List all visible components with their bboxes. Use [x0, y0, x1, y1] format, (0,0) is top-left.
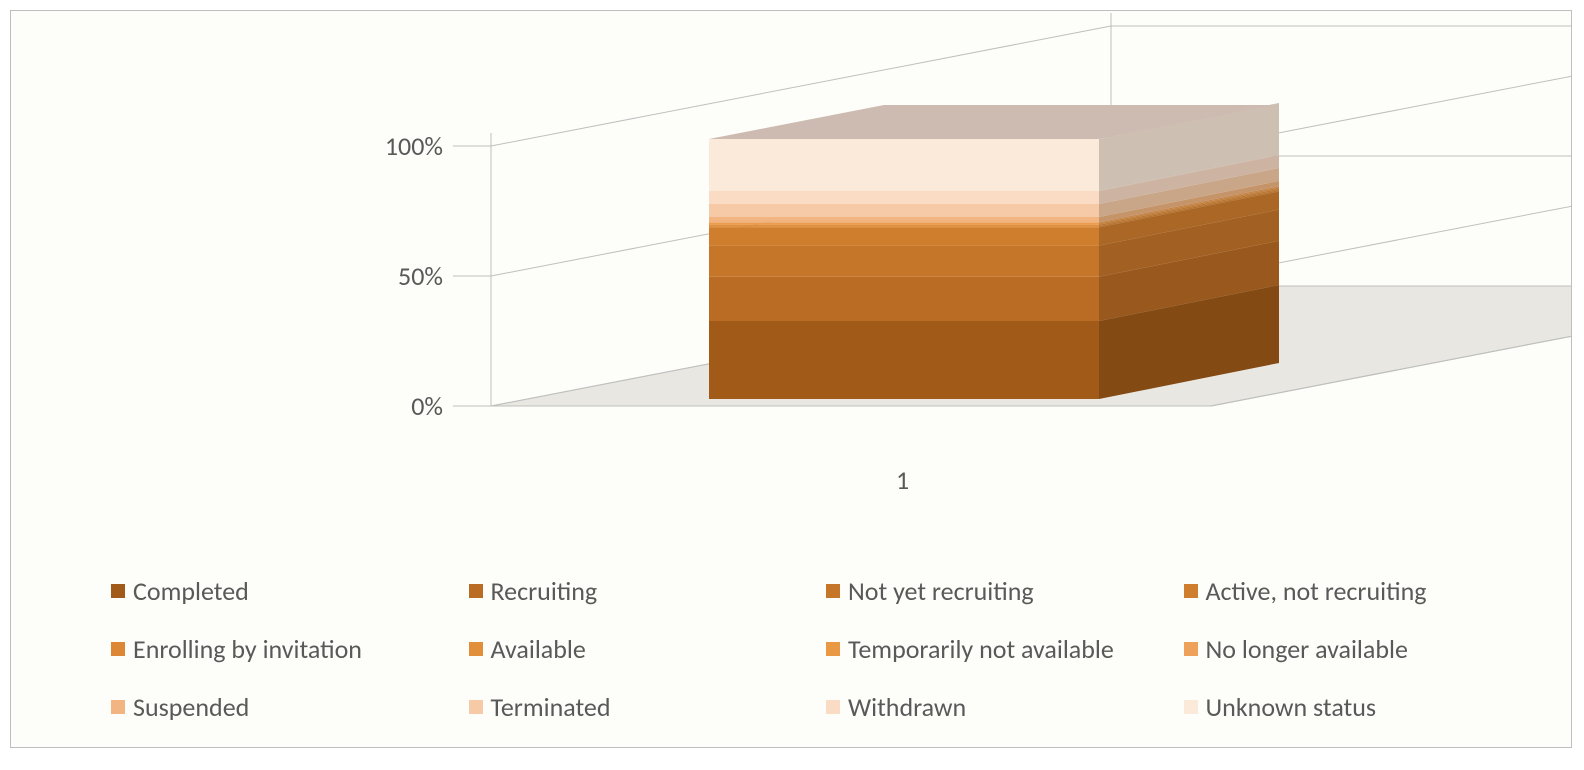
legend-label: Unknown status [1206, 691, 1377, 723]
bar-segment-front [709, 246, 1099, 277]
legend-item: Temporarily not available [826, 633, 1174, 665]
legend-swatch [469, 584, 483, 598]
bar-segment-front [709, 226, 1099, 227]
legend-swatch [826, 700, 840, 714]
legend: Completed Recruiting Not yet recruiting Act… [111, 575, 1531, 723]
legend-item: Available [469, 633, 817, 665]
chart-plot [11, 11, 1571, 551]
legend-label: Available [491, 633, 586, 665]
legend-item: Active, not recruiting [1184, 575, 1532, 607]
legend-item: Completed [111, 575, 459, 607]
legend-label: Not yet recruiting [848, 575, 1034, 607]
bar-segment-front [709, 139, 1099, 191]
y-tick-label: 100% [353, 130, 443, 162]
legend-item: No longer available [1184, 633, 1532, 665]
legend-swatch [826, 642, 840, 656]
legend-swatch [1184, 700, 1198, 714]
legend-swatch [111, 584, 125, 598]
legend-item: Terminated [469, 691, 817, 723]
legend-label: Terminated [491, 691, 611, 723]
legend-swatch [1184, 642, 1198, 656]
bar-segment-front [709, 225, 1099, 226]
legend-label: No longer available [1206, 633, 1408, 665]
y-tick-label: 0% [353, 390, 443, 422]
legend-item: Unknown status [1184, 691, 1532, 723]
legend-label: Active, not recruiting [1206, 575, 1427, 607]
chart-frame: 0% 50% 100% 1 Completed Recruiting Not yet… [10, 10, 1572, 748]
legend-item: Suspended [111, 691, 459, 723]
legend-item: Not yet recruiting [826, 575, 1174, 607]
legend-label: Suspended [133, 691, 249, 723]
bar-segment-front [709, 321, 1099, 399]
legend-item: Withdrawn [826, 691, 1174, 723]
legend-label: Recruiting [491, 575, 598, 607]
legend-label: Temporarily not available [848, 633, 1114, 665]
legend-label: Withdrawn [848, 691, 966, 723]
y-tick-label: 50% [353, 260, 443, 292]
bar-segment-front [709, 204, 1099, 217]
bar-segment-front [709, 191, 1099, 204]
bar-segment-front [709, 277, 1099, 321]
bar-segment-front [709, 224, 1099, 225]
legend-label: Enrolling by invitation [133, 633, 362, 665]
legend-swatch [469, 642, 483, 656]
legend-swatch [111, 700, 125, 714]
legend-swatch [826, 584, 840, 598]
legend-swatch [111, 642, 125, 656]
bar-segment-front [709, 222, 1099, 223]
legend-item: Recruiting [469, 575, 817, 607]
x-tick-label: 1 [896, 464, 909, 496]
bar-segment-front [709, 227, 1099, 245]
bar-segment-front [709, 217, 1099, 222]
legend-item: Enrolling by invitation [111, 633, 459, 665]
legend-swatch [469, 700, 483, 714]
legend-swatch [1184, 584, 1198, 598]
legend-label: Completed [133, 575, 249, 607]
